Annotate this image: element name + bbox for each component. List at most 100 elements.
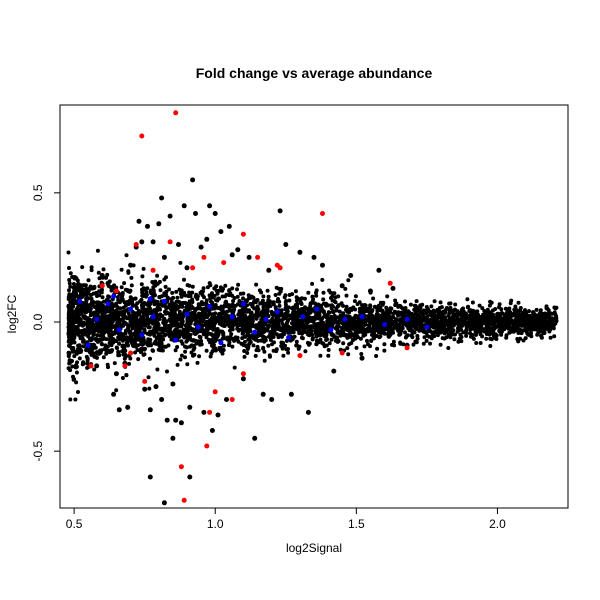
data-point (269, 397, 275, 402)
data-point (125, 404, 131, 410)
data-point (194, 307, 199, 311)
data-point (95, 333, 100, 338)
data-point (168, 319, 173, 324)
data-point (192, 352, 197, 357)
data-point (108, 335, 113, 340)
data-point (254, 335, 259, 340)
data-point (228, 318, 233, 323)
data-point (230, 344, 235, 349)
data-point (220, 351, 225, 356)
data-point (166, 343, 171, 348)
highlight-point-blue (342, 316, 348, 322)
data-point (548, 335, 553, 340)
data-point (74, 364, 79, 369)
data-point (497, 305, 501, 310)
data-point (166, 327, 171, 332)
data-point (408, 318, 413, 323)
data-point (554, 319, 558, 324)
data-point (274, 349, 279, 354)
data-point (77, 316, 82, 321)
data-point (506, 326, 511, 331)
data-point (283, 343, 287, 348)
data-point (190, 284, 195, 289)
data-point (324, 331, 329, 336)
data-point (302, 296, 307, 301)
highlight-point-red (167, 239, 173, 245)
data-point (353, 330, 358, 335)
data-point (465, 323, 470, 328)
data-point (100, 326, 105, 331)
data-point (438, 300, 443, 305)
data-point (72, 354, 77, 359)
data-point (326, 353, 331, 358)
data-point (354, 345, 359, 350)
data-point (298, 325, 303, 330)
data-point (280, 321, 285, 326)
data-point (187, 290, 192, 295)
data-point (448, 335, 453, 340)
data-point (451, 323, 456, 328)
data-point (195, 360, 200, 365)
data-point (353, 307, 358, 312)
data-point (294, 339, 299, 344)
data-point (331, 333, 336, 338)
data-point (320, 341, 325, 345)
data-point (369, 338, 374, 343)
data-point (159, 326, 164, 331)
data-point (153, 341, 158, 346)
data-point (323, 335, 328, 339)
data-point (72, 377, 76, 382)
data-point (464, 333, 469, 338)
data-point (332, 314, 337, 318)
data-point (435, 330, 440, 335)
data-point (460, 323, 465, 328)
data-point (282, 332, 286, 337)
data-point (489, 321, 494, 326)
data-point (175, 345, 180, 349)
y-axis: -0.5 0.0 0.5 (31, 184, 61, 462)
data-point (371, 296, 376, 301)
data-point (212, 286, 217, 291)
data-point (266, 267, 272, 273)
data-point (221, 332, 226, 337)
data-point (359, 329, 364, 334)
data-point (139, 342, 144, 347)
data-point (120, 376, 125, 380)
data-point (470, 300, 475, 305)
data-point (221, 348, 226, 352)
highlight-point-blue (328, 327, 334, 333)
data-point (283, 300, 288, 305)
highlight-point-red (339, 350, 345, 356)
data-point (120, 332, 125, 337)
highlight-point-red (297, 353, 303, 359)
data-point (67, 318, 72, 323)
data-point (216, 306, 221, 310)
data-point (244, 316, 249, 321)
data-point (261, 312, 266, 317)
data-point (384, 305, 389, 310)
data-point (102, 330, 107, 335)
data-point (75, 350, 80, 355)
data-point (160, 313, 165, 318)
data-point (209, 428, 215, 433)
data-point (123, 348, 128, 353)
data-point (369, 329, 374, 334)
data-point (512, 307, 517, 312)
data-point (375, 312, 380, 317)
data-point (403, 335, 408, 340)
data-point (70, 349, 75, 354)
data-point (146, 375, 151, 380)
data-point (283, 293, 288, 298)
data-point (348, 306, 353, 311)
data-point (388, 328, 393, 332)
data-point (344, 293, 349, 298)
data-point (341, 328, 346, 332)
data-point (245, 347, 250, 351)
data-point (133, 303, 138, 308)
data-point (254, 348, 259, 353)
data-point (146, 325, 151, 330)
data-point (91, 351, 96, 356)
highlight-point-red (173, 110, 179, 116)
data-point (251, 343, 256, 348)
data-point (201, 328, 206, 333)
